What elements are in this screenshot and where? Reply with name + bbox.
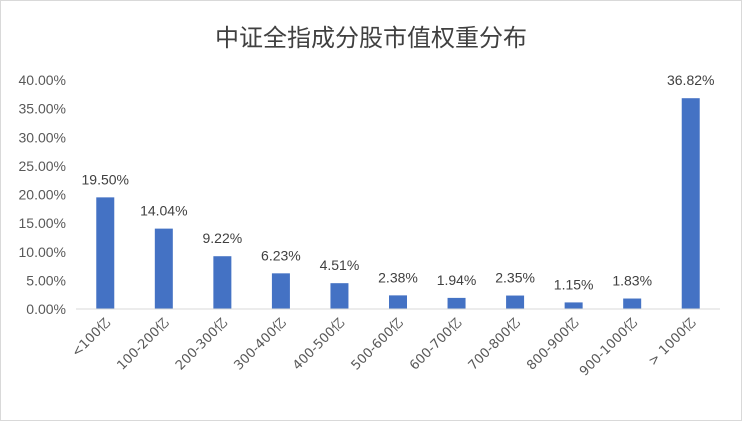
data-label: 9.22% — [203, 230, 243, 246]
x-tick-label: 300-400亿 — [232, 315, 290, 373]
bar — [564, 302, 583, 309]
chart-title: 中证全指成分股市值权重分布 — [215, 24, 527, 52]
data-label: 2.38% — [378, 269, 418, 285]
data-label: 36.82% — [667, 72, 714, 88]
bar — [506, 295, 525, 309]
x-axis-ticks: <100亿 100-200亿 200-300亿 300-400亿 400-500亿 500… — [69, 315, 700, 379]
y-tick-label: 25.00% — [19, 158, 66, 174]
data-label: 1.15% — [554, 276, 594, 292]
bars — [96, 98, 700, 309]
bar — [271, 273, 290, 309]
x-tick-label: 400-500亿 — [290, 315, 348, 373]
bar — [330, 283, 349, 309]
y-tick-label: 30.00% — [19, 129, 66, 145]
y-tick-label: 5.00% — [26, 272, 66, 288]
data-label: 4.51% — [320, 257, 360, 273]
data-label: 2.35% — [495, 270, 535, 286]
y-tick-label: 20.00% — [19, 187, 66, 203]
bar — [681, 98, 700, 309]
x-tick-label: > 1000亿 — [646, 315, 700, 369]
y-tick-label: 35.00% — [19, 101, 66, 117]
bar — [623, 298, 642, 309]
bar — [154, 228, 173, 309]
y-tick-label: 40.00% — [19, 72, 66, 88]
bar — [389, 295, 407, 309]
data-label: 1.94% — [437, 272, 477, 288]
data-label: 6.23% — [261, 247, 301, 263]
x-tick-label: 900-1000亿 — [577, 315, 641, 379]
y-tick-label: 15.00% — [19, 215, 66, 231]
bar — [213, 256, 232, 309]
x-tick-label: 500-600亿 — [349, 315, 407, 373]
x-tick-label: 200-300亿 — [173, 315, 231, 373]
data-labels: 19.50% 14.04% 9.22% 6.23% 4.51% 2.38% 1.94% 2.3… — [82, 72, 715, 292]
y-axis-ticks: 0.00% 5.00% 10.00% 15.00% 20.00% 25.00% 30.00%… — [19, 72, 66, 317]
data-label: 14.04% — [140, 203, 187, 219]
y-tick-label: 0.00% — [26, 301, 66, 317]
x-tick-label: <100亿 — [69, 315, 114, 360]
x-tick-label: 800-900亿 — [524, 315, 582, 373]
y-tick-label: 10.00% — [19, 244, 66, 260]
bar — [447, 297, 466, 309]
bar — [96, 197, 115, 309]
data-label: 19.50% — [82, 171, 129, 187]
x-tick-label: 600-700亿 — [407, 315, 465, 373]
x-tick-label: 100-200亿 — [114, 315, 172, 373]
x-tick-label: 700-800亿 — [466, 315, 524, 373]
data-label: 1.83% — [612, 273, 652, 289]
